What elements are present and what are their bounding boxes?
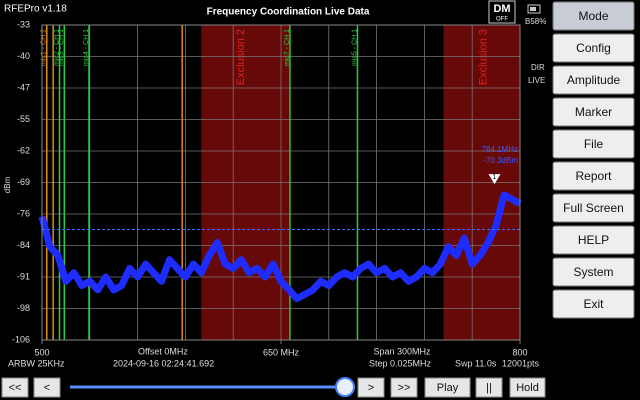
y-tick-label: -91 [17, 271, 30, 281]
menu-button-label[interactable]: Config [576, 41, 611, 55]
live-text: LIVE [528, 76, 545, 85]
menu-button-label[interactable]: File [584, 137, 604, 151]
status-text: Offset 0MHz [138, 346, 188, 356]
status-text: Swp 11.0s [455, 358, 497, 368]
status-text: Span 300MHz [373, 346, 431, 356]
dm-state: OFF [496, 17, 508, 23]
x-tick-label: 500 [34, 347, 49, 357]
x-tick-label: 800 [512, 347, 527, 357]
marker-freq: 784.1MHz [482, 145, 518, 154]
status-text: 12001pts [502, 358, 540, 368]
y-tick-label: -69 [17, 177, 30, 187]
y-tick-label: -40 [17, 51, 30, 61]
menu-button-label[interactable]: System [573, 265, 613, 279]
control-button[interactable] [1, 377, 29, 398]
control-button[interactable] [509, 377, 546, 398]
x-tick-label: 650 MHz [263, 347, 300, 357]
marker [488, 174, 501, 185]
control-button-label[interactable]: < [44, 382, 50, 394]
channel-label: mic4 - CH 1 [83, 29, 90, 66]
y-axis-label: dBm [3, 176, 12, 193]
control-button[interactable] [390, 377, 418, 398]
slider-thumb[interactable] [335, 377, 355, 397]
y-tick-label: -98 [17, 303, 30, 313]
y-tick-label: -76 [17, 208, 30, 218]
y-tick-label: -84 [17, 240, 30, 250]
control-button[interactable] [357, 377, 385, 398]
chart-title: Frequency Coordination Live Data [207, 7, 370, 18]
menu-button[interactable] [552, 1, 635, 31]
menu-button[interactable] [552, 193, 635, 223]
channel-label: mic5 - CH 1 [351, 29, 358, 66]
menu-button[interactable] [552, 129, 635, 159]
menu-button[interactable] [552, 97, 635, 127]
control-button[interactable] [475, 377, 503, 398]
menu-button-label[interactable]: Report [575, 169, 612, 183]
marker-level: -70.3dBm [483, 156, 518, 165]
menu-button[interactable] [552, 65, 635, 95]
menu-button[interactable] [552, 257, 635, 287]
menu-button-label[interactable]: Marker [575, 105, 612, 119]
spectrum-trace [38, 191, 522, 303]
battery-level [530, 7, 536, 11]
menu-button-label[interactable]: Full Screen [563, 201, 624, 215]
control-button-label[interactable]: Play [437, 382, 459, 394]
menu-button-label[interactable]: Mode [578, 9, 608, 23]
control-button[interactable] [424, 377, 471, 398]
y-tick-label: -33 [17, 19, 30, 29]
battery-text: B58% [525, 17, 546, 26]
menu-button-label[interactable]: HELP [578, 233, 609, 247]
marker-label: 1 [493, 174, 497, 181]
channel-label: mic1 - CH 2 [41, 29, 48, 66]
control-button-label[interactable]: Hold [516, 382, 539, 394]
menu-button[interactable] [552, 161, 635, 191]
y-tick-label: -106 [12, 334, 30, 344]
control-button-label[interactable]: << [9, 382, 22, 394]
control-button-label[interactable]: >> [398, 382, 411, 394]
dir-text: DIR [531, 63, 545, 72]
dm-text: DM [493, 3, 510, 15]
menu-button[interactable] [552, 225, 635, 255]
menu-button-label[interactable]: Amplitude [567, 73, 621, 87]
menu-button-label[interactable]: Exit [583, 297, 604, 311]
y-tick-label: -47 [17, 82, 30, 92]
y-tick-label: -55 [17, 114, 30, 124]
channel-label: mic7 - CH 1 [284, 29, 291, 66]
plot: Exclusion 2 Exclusion 3 -33 -40 -47 -55 -62 -69… [12, 19, 528, 357]
control-button[interactable] [33, 377, 61, 398]
channel-label: mic2 - CH 1 [53, 29, 60, 66]
status-text: ARBW 25KHz [8, 358, 65, 368]
plot-border [41, 24, 521, 341]
app-name: RFEPro v1.18 [4, 4, 67, 15]
status-text: 2024-09-16 02:24:41.692 [113, 358, 214, 368]
control-button-label[interactable]: > [368, 382, 374, 394]
control-button-label[interactable]: || [486, 382, 492, 394]
exclusion-label: Exclusion 3 [477, 29, 489, 85]
y-tick-label: -62 [17, 145, 30, 155]
menu-button[interactable] [552, 33, 635, 63]
channel-label: mic3 - CH 1 [58, 29, 65, 66]
status-text: Step 0.025MHz [369, 358, 432, 368]
dm-icon [488, 0, 516, 24]
battery-icon [527, 4, 541, 14]
menu-button[interactable] [552, 289, 635, 319]
exclusion-label: Exclusion 2 [235, 29, 247, 85]
